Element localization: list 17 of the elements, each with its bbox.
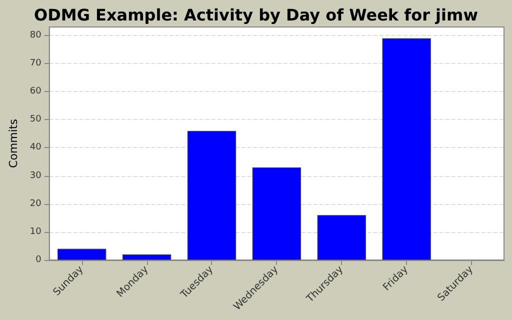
y-tick-label: 40 — [30, 142, 42, 153]
bar — [382, 38, 431, 260]
y-tick-label: 10 — [30, 226, 42, 237]
bar — [187, 130, 236, 260]
y-tick-label: 0 — [36, 255, 42, 265]
bar — [122, 254, 172, 260]
bar — [317, 215, 366, 260]
y-tick-label: 30 — [30, 170, 42, 181]
y-tick-label: 60 — [30, 86, 42, 97]
y-tick-label: 80 — [30, 30, 42, 40]
y-tick-label: 20 — [30, 198, 42, 209]
y-tick-label: 50 — [30, 114, 42, 125]
bar — [252, 167, 302, 260]
y-tick-label: 70 — [30, 58, 42, 68]
y-axis-title: Commits — [7, 118, 20, 168]
chart-title: ODMG Example: Activity by Day of Week for jimw — [34, 6, 478, 24]
bar — [57, 248, 106, 260]
